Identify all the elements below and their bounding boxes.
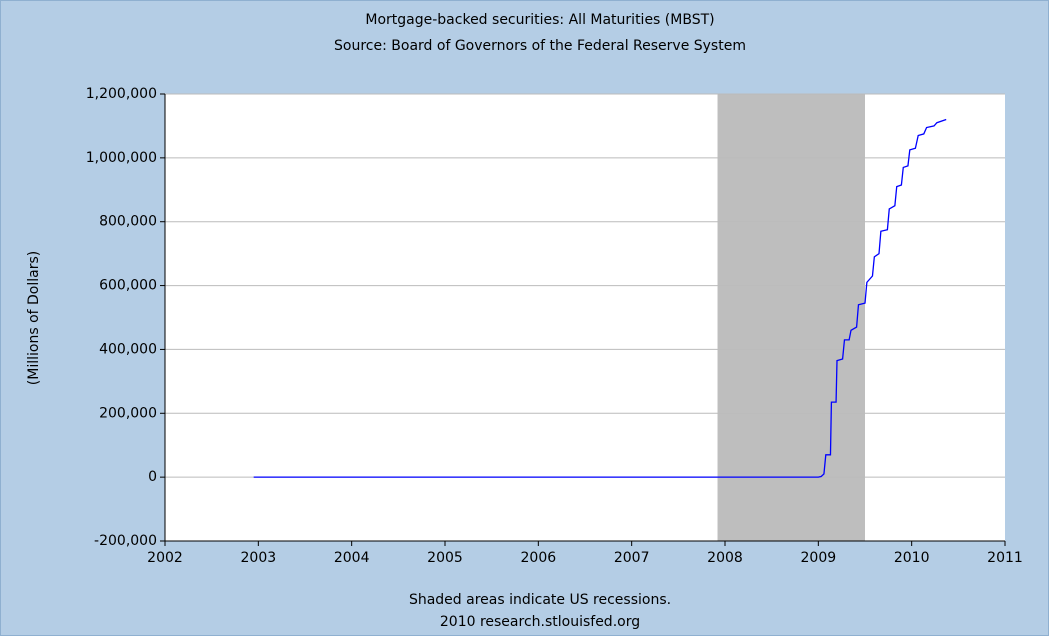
x-tick-label: 2004 [334,550,370,566]
x-tick-label: 2007 [614,550,650,566]
note: Shaded areas indicate US recessions. [409,592,671,608]
x-tick-label: 2002 [147,550,183,566]
y-tick-label: 1,000,000 [86,150,157,166]
y-tick-label: 0 [148,469,157,485]
x-tick-label: 2003 [241,550,277,566]
y-tick-label: 1,200,000 [86,86,157,102]
x-tick-label: 2010 [894,550,930,566]
x-tick-label: 2011 [987,550,1023,566]
data-line [253,118,947,478]
chart-title: Mortgage-backed securities: All Maturiti… [365,12,714,28]
y-tick-label: 200,000 [99,405,157,421]
y-tick-label: 800,000 [99,214,157,230]
y-tick-label: 400,000 [99,341,157,357]
x-tick-label: 2008 [707,550,743,566]
y-tick-label: 600,000 [99,278,157,294]
plot-area [165,94,1005,541]
y-tick-label: -200,000 [94,533,157,549]
x-tick-label: 2006 [521,550,557,566]
recession-shade [717,94,865,541]
note: 2010 research.stlouisfed.org [440,614,640,630]
chart-subtitle: Source: Board of Governors of the Federa… [334,38,746,54]
x-tick-label: 2009 [801,550,837,566]
x-tick-label: 2005 [427,550,463,566]
y-axis-label: (Millions of Dollars) [26,251,42,385]
